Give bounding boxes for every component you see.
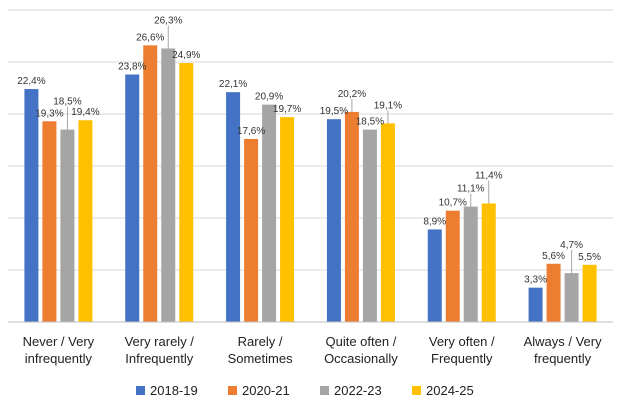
data-label: 19,5% — [320, 106, 348, 117]
label-leader-lines — [66, 25, 573, 274]
data-label: 26,3% — [154, 15, 182, 26]
category-label: Quite often / Occasionally — [324, 334, 398, 366]
bar-2024-25-1 — [78, 120, 93, 323]
category-label-line: Sometimes — [228, 351, 294, 366]
category-label-line: frequently — [534, 351, 592, 366]
data-label: 23,8% — [118, 61, 146, 72]
legend-swatch — [320, 386, 329, 395]
data-label: 19,4% — [71, 107, 99, 118]
data-label: 20,9% — [255, 92, 283, 103]
data-label: 19,1% — [374, 100, 402, 111]
data-label: 4,7% — [560, 240, 583, 251]
legend-swatch — [412, 386, 421, 395]
category-label-line: infrequently — [25, 351, 93, 366]
data-label: 5,6% — [542, 251, 565, 262]
bar-2020-21-1 — [42, 121, 57, 322]
bar-2024-25-2 — [179, 63, 194, 322]
bar-2022-23-4 — [362, 129, 377, 322]
bar-2024-25-5 — [481, 203, 496, 322]
data-label: 19,7% — [273, 104, 301, 115]
data-label: 5,5% — [578, 252, 601, 263]
bar-2024-25-3 — [280, 117, 295, 323]
data-label: 11,1% — [457, 184, 485, 195]
category-label-line: Very rarely / — [125, 334, 195, 349]
data-label: 10,7% — [439, 198, 467, 209]
category-label-line: Rarely / — [238, 334, 283, 349]
legend-label: 2022-23 — [334, 383, 382, 398]
category-label: Always / Very frequently — [524, 334, 603, 366]
category-label-line: Occasionally — [324, 351, 398, 366]
data-label: 18,5% — [356, 117, 384, 128]
category-label-line: Always / Very — [524, 334, 603, 349]
data-label: 24,9% — [172, 50, 200, 61]
bar-2018-19-4 — [326, 119, 341, 322]
legend-label: 2018-19 — [150, 383, 198, 398]
category-labels: Never / Very infrequently Very rarely / Inf… — [23, 334, 602, 366]
data-label: 26,6% — [136, 32, 164, 43]
bar-2022-23-5 — [463, 206, 478, 322]
bar-2020-21-5 — [445, 210, 460, 322]
data-label: 20,2% — [338, 89, 366, 100]
legend-label: 2024-25 — [426, 383, 474, 398]
category-label-line: Never / Very — [23, 334, 95, 349]
bar-2020-21-4 — [344, 111, 359, 322]
bar-2024-25-4 — [380, 123, 395, 322]
data-label: 19,3% — [35, 108, 63, 119]
category-label: Rarely / Sometimes — [228, 334, 294, 366]
category-label-line: Very often / — [429, 334, 495, 349]
bar-2020-21-2 — [143, 45, 158, 323]
category-label-line: Frequently — [431, 351, 493, 366]
bar-2024-25-6 — [582, 264, 597, 322]
bar-2020-21-6 — [546, 263, 561, 322]
data-labels: 22,4%19,3%18,5%19,4%23,8%26,6%26,3%24,9%… — [17, 15, 601, 285]
legend: 2018-19 2020-21 2022-23 2024-25 — [136, 383, 474, 398]
gridlines — [8, 9, 613, 271]
category-label: Very often / Frequently — [429, 334, 495, 366]
category-label-line: Infrequently — [125, 351, 193, 366]
bar-2018-19-3 — [226, 92, 241, 322]
bar-2018-19-1 — [24, 89, 39, 322]
bar-2022-23-6 — [564, 273, 579, 322]
category-label: Never / Very infrequently — [23, 334, 95, 366]
legend-swatch — [228, 386, 237, 395]
bar-2022-23-1 — [60, 129, 75, 322]
data-label: 3,3% — [524, 275, 547, 286]
legend-label: 2020-21 — [242, 383, 290, 398]
bar-2020-21-3 — [244, 138, 259, 322]
bar-2018-19-5 — [427, 229, 442, 322]
bar-2018-19-6 — [528, 287, 543, 322]
bar-2018-19-2 — [125, 74, 140, 322]
data-label: 22,1% — [219, 79, 247, 90]
category-label-line: Quite often / — [326, 334, 397, 349]
data-label: 11,4% — [475, 170, 503, 181]
data-label: 22,4% — [17, 76, 45, 87]
data-label: 18,5% — [53, 97, 81, 108]
data-label: 8,9% — [423, 216, 446, 227]
legend-swatch — [136, 386, 145, 395]
bars — [24, 45, 597, 323]
bar-2022-23-2 — [161, 48, 176, 322]
category-label: Very rarely / Infrequently — [125, 334, 195, 366]
data-label: 17,6% — [237, 126, 265, 137]
bar-2022-23-3 — [262, 104, 277, 322]
